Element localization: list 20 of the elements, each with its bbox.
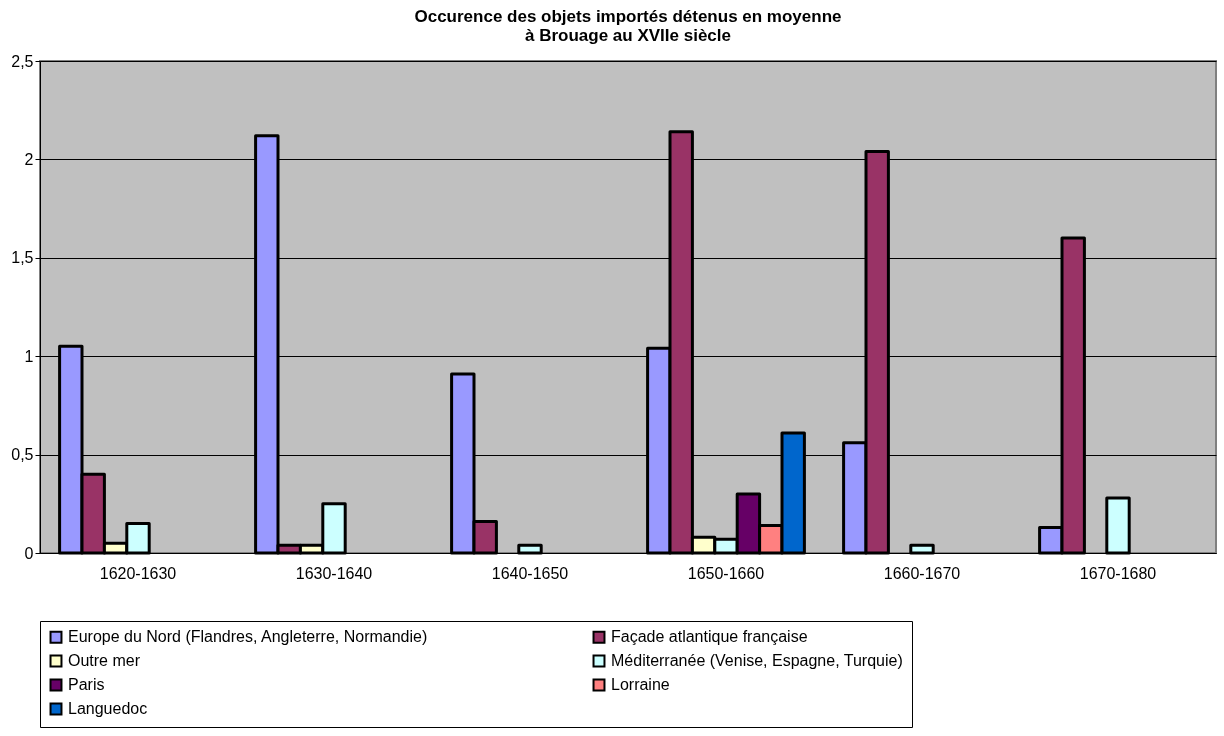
y-tick-label: 0	[24, 544, 34, 562]
legend-label: Languedoc	[68, 700, 148, 717]
x-tick-label: 1640-1650	[491, 564, 569, 582]
legend-label: Méditerranée (Venise, Espagne, Turquie)	[611, 652, 903, 669]
chart-title: Occurence des objets importés détenus en moyenne à Brouage au XVIIe siècle	[414, 7, 842, 45]
legend-label: Façade atlantique française	[611, 628, 808, 646]
y-tick-label: 1	[24, 347, 34, 365]
x-tick-label: 1660-1670	[883, 564, 961, 582]
legend-label: Europe du Nord (Flandres, Angleterre, Normandie)	[68, 628, 428, 646]
legend-label: Outre mer	[68, 652, 141, 669]
y-tick-label: 0,5	[11, 446, 34, 464]
legend-label: Lorraine	[611, 676, 670, 693]
x-tick-label: 1670-1680	[1079, 564, 1157, 582]
y-tick-label: 2	[24, 150, 34, 168]
x-tick-label: 1650-1660	[687, 564, 765, 582]
y-tick-label: 1,5	[11, 249, 34, 267]
y-tick-label: 2,5	[11, 52, 34, 70]
legend-label: Paris	[68, 676, 105, 693]
x-tick-label: 1620-1630	[99, 564, 177, 582]
x-tick-label: 1630-1640	[295, 564, 373, 582]
